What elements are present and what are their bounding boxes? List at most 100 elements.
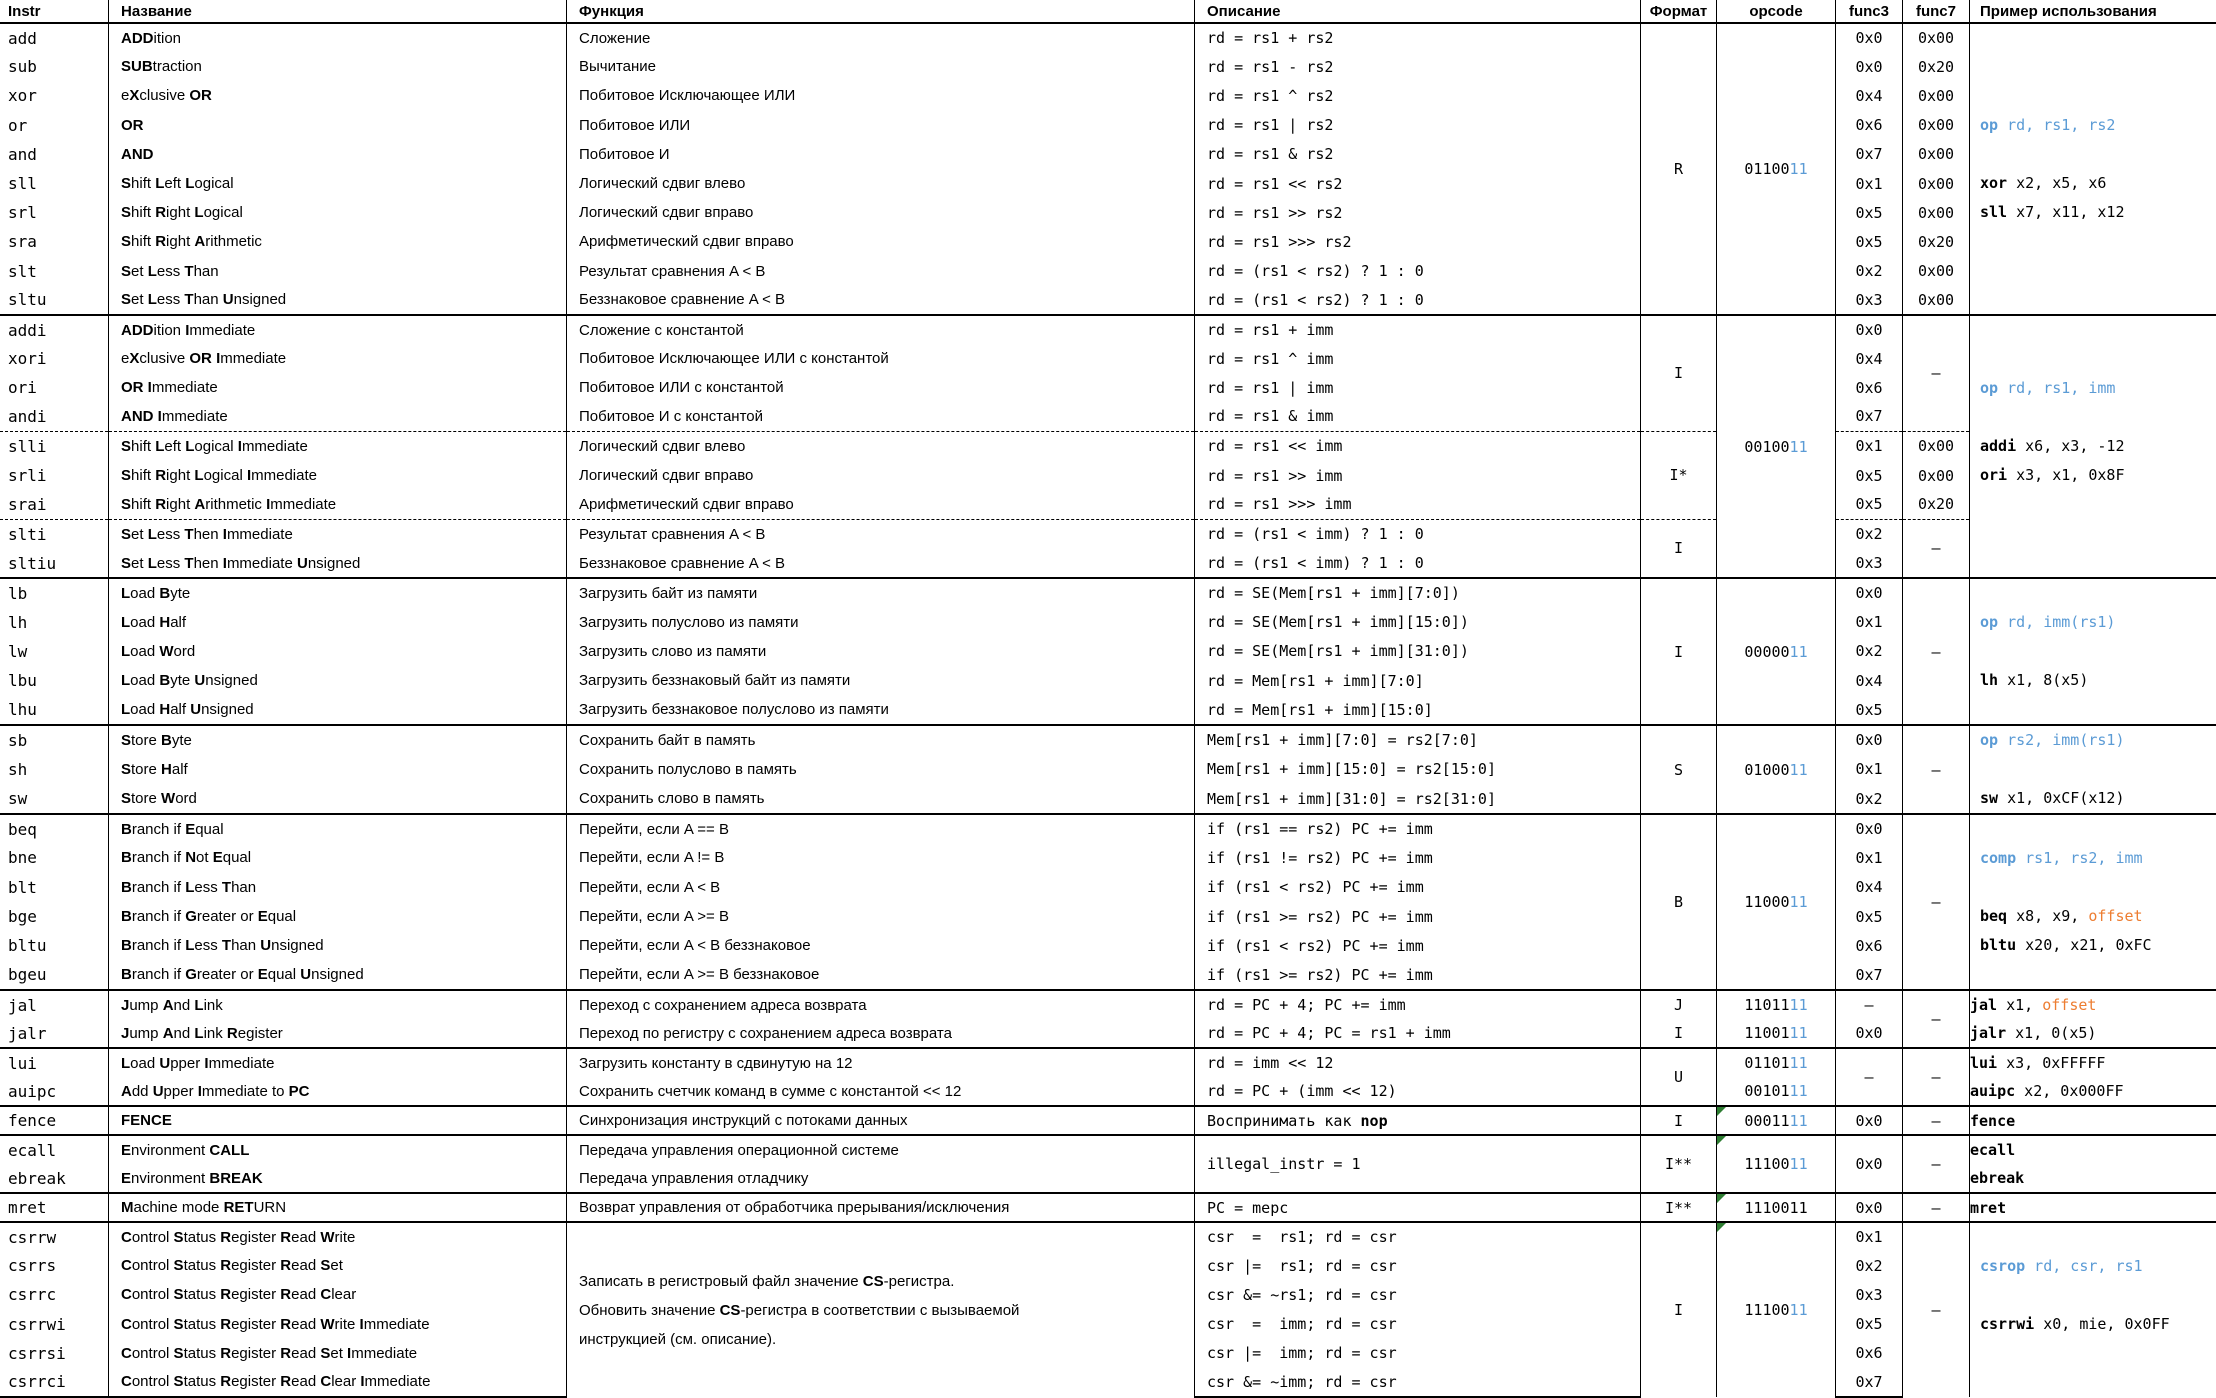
cell-line — [1970, 637, 2216, 666]
text-segment: qual — [268, 908, 296, 925]
csrrw-name-cell: Control Status Register Read Write — [109, 1222, 567, 1251]
text-segment: rd, imm(rs1) — [1998, 613, 2115, 631]
sb-func3-cell: 0x0 — [1836, 725, 1903, 755]
text-segment: L — [155, 175, 164, 192]
lui-instr-cell: lui — [0, 1048, 109, 1077]
text-segment: rithmetic — [205, 233, 262, 250]
bgeu-func3-cell: 0x7 — [1836, 961, 1903, 990]
text-segment: x0, mie, 0x0FF — [2034, 1315, 2169, 1333]
text-segment: hift — [131, 233, 155, 250]
text-segment: reater or — [197, 908, 258, 925]
srli-name-cell: Shift Right Logical Immediate — [109, 461, 567, 490]
text-segment: A — [163, 997, 174, 1014]
sub-func3-cell: 0x0 — [1836, 52, 1903, 81]
bne-func-cell: Перейти, если A != B — [567, 843, 1195, 872]
lh-func-cell: Загрузить полуслово из памяти — [567, 607, 1195, 636]
cell-line — [1970, 1339, 2216, 1368]
beq-opcode-cell: 1100011 — [1717, 814, 1836, 990]
sll-func-cell: Логический сдвиг влево — [567, 169, 1195, 198]
and-func-cell: Побитовое И — [567, 140, 1195, 169]
text-segment: ontrol — [132, 1286, 174, 1303]
cell-line — [1970, 53, 2216, 82]
text-segment: ink — [204, 997, 223, 1014]
text-segment: S — [121, 732, 131, 749]
cell-line — [1970, 490, 2216, 519]
sltu-name-cell: Set Less Than Unsigned — [109, 286, 567, 315]
text-segment: mmediate — [270, 496, 336, 513]
text-segment: S — [121, 263, 131, 280]
text-segment: 11 — [1790, 1054, 1808, 1072]
text-segment: alf — [170, 701, 190, 718]
or-name-cell: OR — [109, 111, 567, 140]
text-segment: tatus — [184, 1257, 221, 1274]
sb-desc-cell: Mem[rs1 + imm][7:0] = rs2[7:0] — [1195, 725, 1641, 755]
text-segment: x7, x11, x12 — [2007, 203, 2124, 221]
lui-desc-cell: rd = imm << 12 — [1195, 1048, 1641, 1077]
text-segment: PC — [289, 1083, 310, 1100]
text-segment: 01000 — [1744, 761, 1789, 779]
jalr-instr-cell: jalr — [0, 1019, 109, 1048]
text-segment: ition — [154, 322, 186, 339]
cell-line: op rd, imm(rs1) — [1970, 608, 2216, 637]
cell-line: инструкцией (см. описание). — [567, 1325, 1194, 1354]
ori-instr-cell: ori — [0, 373, 109, 402]
bne-name-cell: Branch if Not Equal — [109, 843, 567, 872]
text-segment: egister — [231, 1257, 280, 1274]
cell-flag-icon — [1717, 1107, 1726, 1116]
jalr-format-cell: I — [1641, 1019, 1717, 1048]
text-segment: 11 — [1790, 996, 1808, 1014]
text-segment: nsigned — [201, 701, 254, 718]
srli-instr-cell: srli — [0, 461, 109, 490]
text-segment: E — [213, 849, 223, 866]
text-segment: E — [258, 908, 268, 925]
cell-line — [1970, 695, 2216, 724]
slli-desc-cell: rd = rs1 << imm — [1195, 431, 1641, 461]
auipc-name-cell: Add Upper Immediate to PC — [109, 1077, 567, 1106]
text-segment: xor — [1980, 174, 2007, 192]
ebreak-name-cell: Environment BREAK — [109, 1164, 567, 1193]
text-segment: ranch if — [132, 908, 185, 925]
xori-func3-cell: 0x4 — [1836, 344, 1903, 373]
sll-instr-cell: sll — [0, 169, 109, 198]
text-segment: hift — [131, 496, 155, 513]
mret-instr-cell: mret — [0, 1193, 109, 1222]
text-segment: ight — [166, 204, 194, 221]
csrrc-func3-cell: 0x3 — [1836, 1280, 1903, 1309]
sw-func3-cell: 0x2 — [1836, 784, 1903, 814]
ebreak-func-cell: Передача управления отладчику — [567, 1164, 1195, 1193]
text-segment: Воспринимать как — [1207, 1112, 1361, 1130]
text-segment: B — [159, 585, 170, 602]
text-segment: x1, — [1997, 996, 2042, 1014]
srli-func3-cell: 0x5 — [1836, 461, 1903, 490]
cell-line: csrop rd, csr, rs1 — [1970, 1252, 2216, 1281]
xor-func-cell: Побитовое Исключающее ИЛИ — [567, 81, 1195, 110]
text-segment: E — [185, 821, 195, 838]
text-segment: L — [148, 555, 157, 572]
text-segment: L — [185, 937, 194, 954]
lui-name-cell: Load Upper Immediate — [109, 1048, 567, 1077]
blt-desc-cell: if (rs1 < rs2) PC += imm — [1195, 873, 1641, 902]
text-segment: L — [194, 997, 203, 1014]
cell-line — [1970, 256, 2216, 285]
text-segment: R — [280, 1345, 291, 1362]
lb-func3-cell: 0x0 — [1836, 578, 1903, 607]
slt-func-cell: Результат сравнения A < B — [567, 257, 1195, 286]
or-func3-cell: 0x6 — [1836, 111, 1903, 140]
slli-func-cell: Логический сдвиг влево — [567, 431, 1195, 461]
bge-func3-cell: 0x5 — [1836, 902, 1903, 931]
text-segment: ight — [166, 467, 194, 484]
sll-desc-cell: rd = rs1 << rs2 — [1195, 169, 1641, 198]
text-segment: U — [260, 937, 271, 954]
jal-opcode-cell: 1101111 — [1717, 990, 1836, 1019]
and-desc-cell: rd = rs1 & rs2 — [1195, 140, 1641, 169]
text-segment: 11 — [1790, 643, 1808, 661]
text-segment: mmediate — [227, 526, 293, 543]
